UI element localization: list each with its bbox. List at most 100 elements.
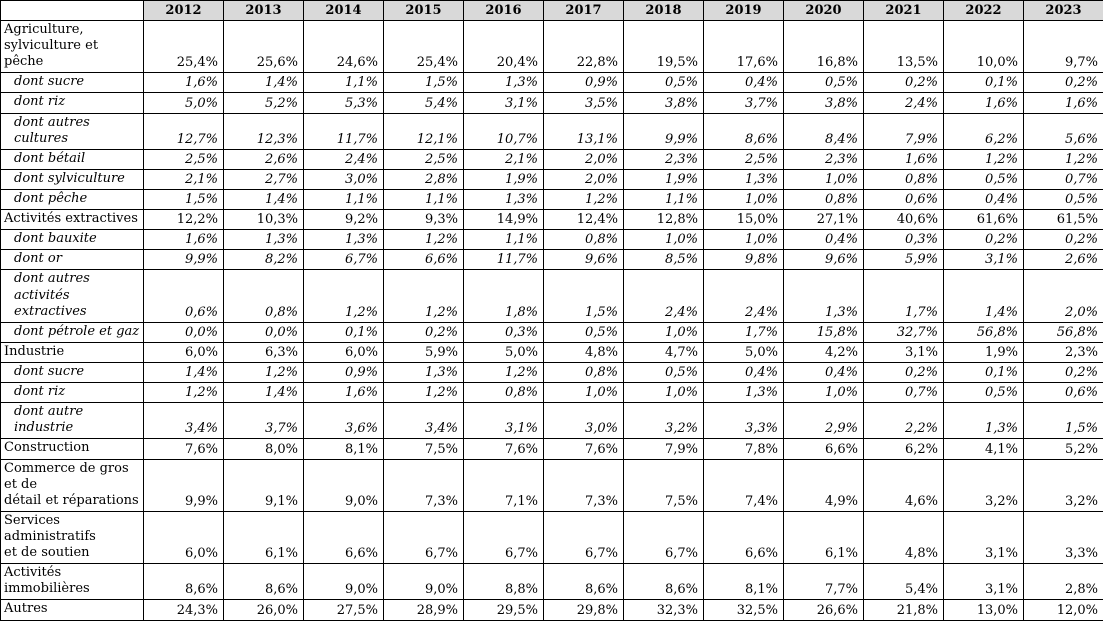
cell-value: 0,2% [944, 230, 1024, 250]
cell-value: 29,8% [544, 600, 624, 620]
cell-value: 8,6% [224, 564, 304, 600]
cell-value: 1,8% [464, 270, 544, 322]
cell-value: 4,2% [784, 342, 864, 362]
cell-value: 2,0% [1024, 270, 1103, 322]
cell-value: 3,2% [944, 459, 1024, 511]
cell-value: 9,0% [384, 564, 464, 600]
row-label: Services administratifs et de soutien [1, 511, 144, 563]
year-column-header: 2017 [544, 1, 624, 21]
cell-value: 1,9% [464, 169, 544, 189]
cell-value: 1,3% [384, 362, 464, 382]
cell-value: 5,0% [704, 342, 784, 362]
cell-value: 2,4% [704, 270, 784, 322]
cell-value: 1,0% [624, 230, 704, 250]
cell-value: 2,4% [864, 93, 944, 113]
cell-value: 7,5% [384, 439, 464, 459]
cell-value: 1,5% [384, 73, 464, 93]
cell-value: 0,4% [704, 73, 784, 93]
cell-value: 9,8% [704, 250, 784, 270]
cell-value: 7,8% [704, 439, 784, 459]
cell-value: 0,5% [624, 73, 704, 93]
cell-value: 0,9% [304, 362, 384, 382]
cell-value: 5,9% [864, 250, 944, 270]
cell-value: 2,6% [1024, 250, 1103, 270]
cell-value: 2,5% [704, 149, 784, 169]
cell-value: 22,8% [544, 21, 624, 73]
cell-value: 0,2% [384, 322, 464, 342]
cell-value: 3,1% [944, 250, 1024, 270]
cell-value: 6,0% [144, 511, 224, 563]
cell-value: 0,8% [864, 169, 944, 189]
cell-value: 9,2% [304, 210, 384, 230]
year-column-header: 2016 [464, 1, 544, 21]
cell-value: 1,6% [944, 93, 1024, 113]
cell-value: 7,3% [384, 459, 464, 511]
cell-value: 10,0% [944, 21, 1024, 73]
cell-value: 1,3% [944, 403, 1024, 439]
cell-value: 12,7% [144, 113, 224, 149]
cell-value: 7,1% [464, 459, 544, 511]
cell-value: 21,8% [864, 600, 944, 620]
cell-value: 3,7% [224, 403, 304, 439]
year-column-header: 2013 [224, 1, 304, 21]
cell-value: 4,6% [864, 459, 944, 511]
cell-value: 19,5% [624, 21, 704, 73]
cell-value: 8,6% [144, 564, 224, 600]
cell-value: 1,0% [784, 169, 864, 189]
cell-value: 7,6% [144, 439, 224, 459]
cell-value: 8,6% [624, 564, 704, 600]
year-column-header: 2020 [784, 1, 864, 21]
cell-value: 0,2% [864, 73, 944, 93]
cell-value: 1,1% [304, 189, 384, 209]
cell-value: 3,4% [144, 403, 224, 439]
cell-value: 61,5% [1024, 210, 1103, 230]
cell-value: 6,0% [144, 342, 224, 362]
cell-value: 2,6% [224, 149, 304, 169]
cell-value: 5,2% [224, 93, 304, 113]
cell-value: 0,7% [1024, 169, 1103, 189]
row-label: dont pêche [1, 189, 144, 209]
cell-value: 1,0% [784, 383, 864, 403]
year-column-header: 2023 [1024, 1, 1103, 21]
row-label: dont sucre [1, 73, 144, 93]
cell-value: 6,6% [384, 250, 464, 270]
cell-value: 8,6% [704, 113, 784, 149]
cell-value: 6,3% [224, 342, 304, 362]
cell-value: 2,5% [144, 149, 224, 169]
cell-value: 9,3% [384, 210, 464, 230]
cell-value: 1,4% [944, 270, 1024, 322]
year-column-header: 2014 [304, 1, 384, 21]
cell-value: 1,5% [544, 270, 624, 322]
cell-value: 0,1% [944, 73, 1024, 93]
cell-value: 26,6% [784, 600, 864, 620]
cell-value: 13,1% [544, 113, 624, 149]
row-label: dont riz [1, 93, 144, 113]
row-label: dont autres cultures [1, 113, 144, 149]
cell-value: 1,4% [224, 383, 304, 403]
cell-value: 8,5% [624, 250, 704, 270]
cell-value: 1,6% [1024, 93, 1103, 113]
cell-value: 5,6% [1024, 113, 1103, 149]
cell-value: 7,9% [864, 113, 944, 149]
row-label: dont pétrole et gaz [1, 322, 144, 342]
cell-value: 1,2% [384, 270, 464, 322]
cell-value: 5,3% [304, 93, 384, 113]
cell-value: 1,0% [544, 383, 624, 403]
cell-value: 0,2% [1024, 362, 1103, 382]
cell-value: 1,4% [224, 73, 304, 93]
cell-value: 0,8% [544, 230, 624, 250]
cell-value: 9,6% [544, 250, 624, 270]
cell-value: 1,3% [784, 270, 864, 322]
cell-value: 0,1% [944, 362, 1024, 382]
cell-value: 1,1% [384, 189, 464, 209]
cell-value: 3,1% [464, 93, 544, 113]
